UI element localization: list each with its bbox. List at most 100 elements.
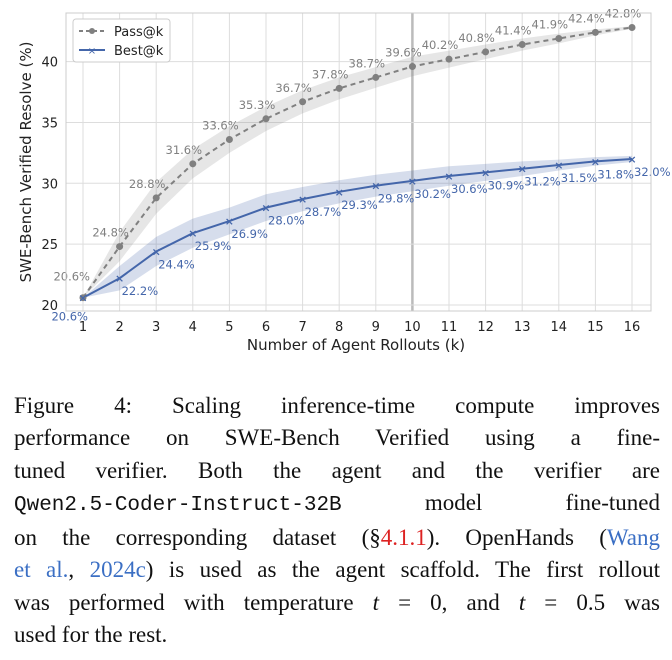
data-label: 40.8% [458,31,495,45]
x-tick-label: 12 [477,320,494,335]
point-marker [152,194,160,202]
x-marker: × [371,180,380,193]
data-label: 22.2% [122,284,159,298]
caption-text: ). OpenHands ( [426,525,607,551]
x-marker: × [188,227,197,240]
point-marker [299,98,307,106]
point-marker [372,73,380,81]
caption-text: was performed with temperature [14,589,373,615]
x-tick-label: 5 [225,320,233,335]
x-marker: × [298,193,307,206]
data-label: 30.2% [414,187,451,201]
caption-line: tuned verifier. Both the agent and the v… [14,457,660,483]
x-tick-label: 11 [441,320,458,335]
caption-line: Figure 4: Scaling inference-time compute… [14,393,660,418]
citation-year-link[interactable]: 2024c [89,557,146,583]
point-marker [482,48,490,56]
x-marker: × [444,170,453,183]
citation-link[interactable]: Wang [606,525,660,551]
legend-pass-marker [89,28,95,34]
caption-line: was performed with temperature t = 0, an… [14,587,660,619]
legend: Pass@k × Best@k [72,18,171,63]
point-marker [189,160,197,168]
x-marker: × [152,245,161,258]
point-marker [262,115,270,123]
line-Pass@k [82,26,633,299]
legend-best-marker: × [88,46,96,57]
legend-box [72,18,171,63]
data-label: 25.9% [195,239,232,253]
data-label: 42.8% [605,7,642,21]
point-marker [518,41,526,49]
series-lines [82,26,633,299]
data-label: 30.9% [488,178,525,192]
data-label: 38.7% [349,56,386,70]
math-var: t [372,589,380,615]
point-marker [445,55,453,63]
x-tick-label: 8 [335,320,343,335]
x-tick-label: 16 [624,320,641,335]
x-axis-label: Number of Agent Rollouts (k) [247,336,465,354]
data-label: 31.2% [524,175,561,189]
x-tick-label: 15 [587,320,604,335]
caption-text: = 0.5 was [525,589,660,615]
model-name: Qwen2.5-Coder-Instruct-32B [14,493,342,517]
x-tick-label: 1 [79,320,87,335]
y-tick-label: 25 [41,238,58,253]
y-tick-label: 30 [41,177,58,192]
series-markers: × × × × × × × × × × × × × × × × [78,24,637,305]
data-label: 31.6% [166,143,203,157]
point-marker [79,294,87,302]
x-tick-label: 9 [372,320,380,335]
caption-text: model fine-tuned [341,489,660,515]
legend-best-label: Best@k [114,44,164,59]
chart: × × × × × × × × × × × × × × × × 20.6% 24.8% 28.8% 31.6% 33.… [17,7,671,354]
section-link[interactable]: 4.1.1 [380,525,427,551]
line-Best@k [82,157,633,299]
x-tick-label: 3 [152,320,160,335]
y-tick-label: 40 [41,56,58,71]
data-label: 26.9% [231,227,268,241]
x-tick-label: 14 [551,320,568,335]
citation-link[interactable]: et al. [14,557,69,583]
data-label: 31.5% [561,171,598,185]
data-label: 20.6% [53,270,90,284]
data-label: 28.7% [305,205,342,219]
x-marker: × [261,202,270,215]
y-tick-label: 35 [41,116,58,131]
figure-caption: Figure 4: Scaling inference-time compute… [14,390,660,651]
data-label: 24.4% [158,257,195,271]
data-label: 31.8% [597,167,634,181]
caption-line: et al., 2024c) is used as the agent scaf… [14,554,660,586]
caption-text: ) is used as the agent scaffold. The fir… [145,557,661,583]
x-marker: × [335,186,344,199]
x-tick-label: 7 [298,320,306,335]
x-tick-label: 13 [514,320,531,335]
x-marker: × [627,153,636,166]
x-marker: × [115,272,124,285]
data-label: 40.2% [422,38,459,52]
data-label: 33.6% [202,118,239,132]
point-marker [591,28,599,36]
x-marker: × [591,155,600,168]
data-labels: 20.6% 24.8% 28.8% 31.6% 33.6%35.3% 36.7%37.8%… [51,7,670,324]
data-label: 39.6% [385,45,422,59]
y-tick-label: 20 [41,299,58,314]
data-label: 42.4% [568,11,605,25]
data-label: 36.7% [275,81,312,95]
band-Best@k [83,155,632,298]
caption-line: used for the rest. [14,622,168,648]
point-marker [335,84,343,92]
caption-line: on the corresponding dataset (§4.1.1). O… [14,522,660,554]
x-marker: × [518,163,527,176]
data-label: 20.6% [51,310,88,324]
data-label: 32.0% [634,165,671,179]
point-marker [116,243,124,251]
caption-text: on the corresponding dataset (§ [14,525,381,551]
data-label: 30.6% [451,182,488,196]
x-tick-label: 4 [189,320,197,335]
data-label: 29.8% [378,192,415,206]
data-label: 28.8% [129,177,166,191]
x-tick-label: 2 [115,320,123,335]
